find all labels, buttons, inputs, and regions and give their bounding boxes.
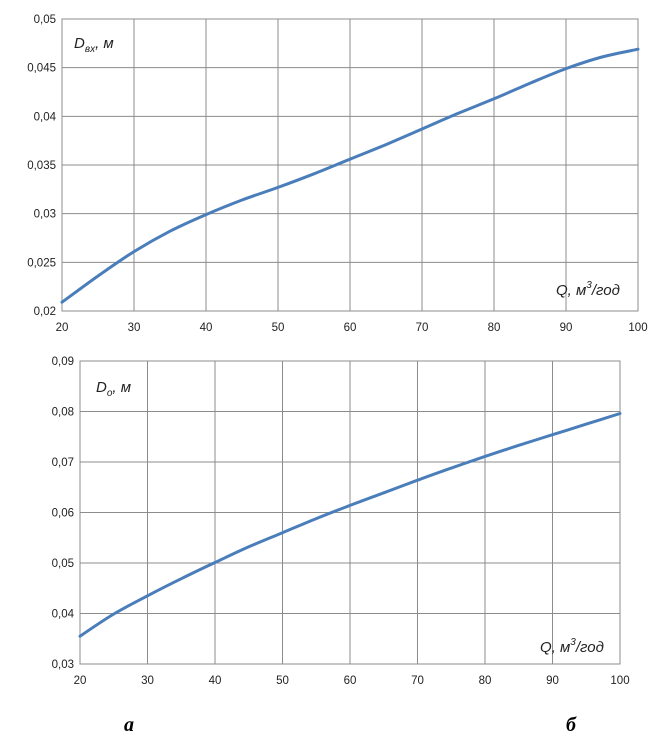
- chart-b-x-tick-label: 40: [209, 675, 222, 687]
- chart-a-plot-area: [61, 18, 639, 312]
- chart-a-y-axis-label-sub: вх: [85, 44, 96, 55]
- chart-b-y-axis-label-sub: о: [107, 388, 113, 399]
- chart-a-x-tick-label: 30: [128, 322, 141, 334]
- chart-b-y-axis-label-main: D: [96, 379, 107, 396]
- chart-a-x-tick-label: 80: [488, 322, 501, 334]
- chart-a-y-tick-label: 0,02: [34, 306, 56, 318]
- chart-a: 20 30 40 50 60 70 80 90 100 0,02 0,025 0,03 0,035 0,0…: [27, 14, 647, 334]
- chart-a-y-tick-label: 0,045: [27, 63, 56, 75]
- chart-a-x-tick-label: 100: [628, 322, 647, 334]
- chart-b-x-tick-label: 70: [411, 675, 424, 687]
- chart-a-x-axis-label: Q, м3/год: [556, 280, 620, 299]
- chart-a-x-tick-label: 40: [200, 322, 213, 334]
- chart-b-x-tick-label: 50: [276, 675, 289, 687]
- chart-b-plot-area: [79, 360, 621, 665]
- chart-a-y-tick-label: 0,03: [34, 209, 56, 221]
- chart-a-series-line: [60, 47, 640, 304]
- chart-b-x-tick-label: 100: [610, 675, 629, 687]
- panel-label-a: а: [124, 714, 134, 736]
- chart-a-y-tick-label: 0,04: [34, 111, 57, 123]
- chart-b-x-tick-label: 90: [546, 675, 559, 687]
- chart-b-y-tick-label: 0,03: [52, 659, 74, 671]
- chart-a-x-tick-label: 70: [416, 322, 429, 334]
- chart-b: 20 30 40 50 60 70 80 90 100 0,03 0,04 0,05 0,06 0,07 0…: [52, 356, 630, 687]
- chart-a-y-tick-label: 0,035: [27, 160, 56, 172]
- chart-a-x-tick-label: 50: [272, 322, 285, 334]
- chart-b-y-axis-label-suffix: , м: [112, 379, 131, 396]
- chart-b-y-tick-label: 0,08: [52, 407, 74, 419]
- chart-a-x-tick-label: 20: [56, 322, 69, 334]
- chart-b-x-axis-label: Q, м3/год: [540, 637, 604, 656]
- chart-a-x-tick-label: 60: [344, 322, 357, 334]
- chart-a-y-tick-label: 0,05: [34, 14, 56, 26]
- chart-a-x-tick-label: 90: [560, 322, 573, 334]
- chart-b-y-tick-label: 0,07: [52, 457, 74, 469]
- chart-b-x-axis-label-sup: 3: [570, 637, 576, 648]
- chart-b-x-tick-label: 30: [141, 675, 154, 687]
- chart-a-x-axis-label-sup: 3: [586, 280, 592, 291]
- chart-b-y-tick-label: 0,09: [52, 356, 74, 368]
- panel-label-b: б: [566, 714, 577, 736]
- chart-a-y-tick-label: 0,025: [27, 257, 56, 269]
- chart-b-y-tick-label: 0,06: [52, 508, 74, 520]
- chart-a-x-axis-label-prefix: Q, м: [556, 282, 586, 299]
- chart-a-y-axis-label: Dвх, м: [74, 35, 114, 55]
- chart-b-x-tick-label: 20: [74, 675, 87, 687]
- chart-b-x-axis-label-prefix: Q, м: [540, 639, 570, 656]
- chart-a-x-axis-label-suffix: /год: [591, 282, 620, 299]
- chart-b-y-axis-label: Dо, м: [96, 379, 131, 399]
- chart-a-y-axis-label-main: D: [74, 35, 85, 52]
- chart-b-y-tick-label: 0,05: [52, 558, 74, 570]
- chart-a-y-axis-label-suffix: , м: [95, 35, 114, 52]
- chart-b-x-tick-label: 60: [344, 675, 357, 687]
- chart-b-x-tick-label: 80: [479, 675, 492, 687]
- chart-b-x-axis-label-suffix: /год: [575, 639, 604, 656]
- chart-b-series-line: [78, 412, 622, 638]
- chart-b-y-tick-label: 0,04: [52, 609, 75, 621]
